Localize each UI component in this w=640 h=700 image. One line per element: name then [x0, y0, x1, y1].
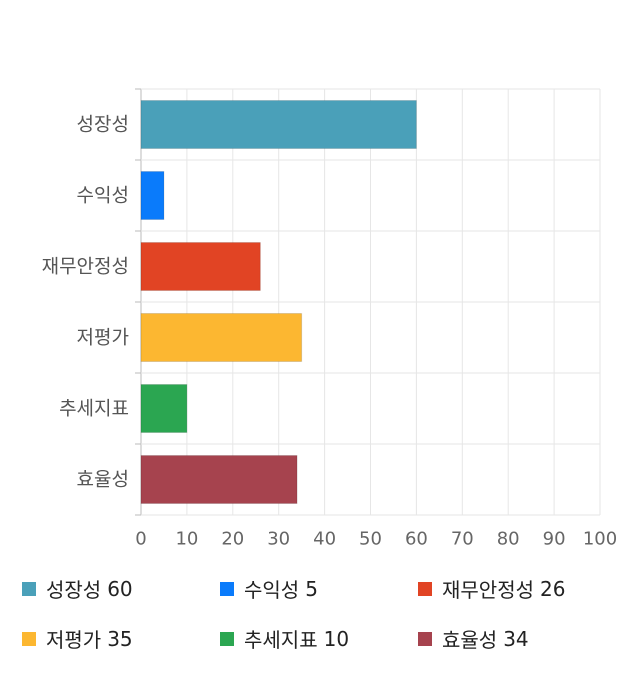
- legend-label: 효율성: [442, 628, 498, 652]
- legend-swatch: [22, 631, 36, 646]
- category-label: 효율성: [77, 469, 129, 491]
- bar: [140, 384, 188, 433]
- legend: 성장성 60 수익성 5 재무안정성 26 저평가 35 추세지표 10 효율성 34: [0, 572, 640, 692]
- x-tick-label: 70: [451, 529, 474, 550]
- x-tick-label: 0: [135, 529, 146, 550]
- legend-value: 5: [305, 576, 318, 601]
- legend-value: 35: [107, 626, 133, 651]
- legend-item: 성장성 60: [22, 574, 133, 603]
- x-tick-label: 30: [267, 529, 290, 550]
- legend-value: 26: [540, 576, 566, 601]
- legend-label: 저평가: [46, 628, 102, 652]
- legend-value: 10: [323, 626, 350, 651]
- x-tick-label: 10: [175, 529, 198, 550]
- legend-item: 재무안정성 26: [418, 574, 565, 603]
- category-label: 재무안정성: [42, 256, 129, 278]
- x-tick-label: 50: [359, 529, 382, 550]
- legend-item: 저평가 35: [22, 624, 133, 653]
- legend-label: 추세지표: [244, 628, 318, 652]
- x-tick-label: 90: [543, 529, 566, 550]
- bar: [140, 100, 417, 149]
- category-label: 추세지표: [59, 398, 129, 420]
- bar: [140, 313, 303, 362]
- category-label: 수익성: [77, 185, 129, 207]
- bars: [140, 100, 417, 504]
- legend-value: 34: [503, 626, 529, 651]
- category-label: 성장성: [77, 114, 129, 136]
- legend-label: 수익성: [244, 578, 300, 602]
- legend-swatch: [418, 631, 432, 646]
- legend-swatch: [22, 581, 36, 596]
- bar: [140, 242, 261, 291]
- legend-swatch: [418, 581, 432, 596]
- legend-label: 성장성: [46, 578, 102, 602]
- legend-swatch: [220, 631, 234, 646]
- x-tick-label: 60: [405, 529, 428, 550]
- x-tick-labels: 0 10 20 30 40 50 60 70 80 90 100: [135, 529, 617, 550]
- x-tick-label: 20: [221, 529, 244, 550]
- x-tick-label: 40: [313, 529, 336, 550]
- legend-swatch: [220, 581, 234, 596]
- x-tick-label: 100: [583, 529, 617, 550]
- legend-value: 60: [107, 576, 133, 601]
- legend-item: 추세지표 10: [220, 624, 349, 653]
- category-label: 저평가: [77, 327, 129, 349]
- legend-item: 수익성 5: [220, 574, 318, 603]
- grid-lines: [135, 88, 601, 516]
- bar: [140, 455, 298, 504]
- legend-item: 효율성 34: [418, 624, 529, 653]
- legend-label: 재무안정성: [442, 578, 534, 602]
- x-tick-label: 80: [497, 529, 520, 550]
- bar: [140, 171, 165, 220]
